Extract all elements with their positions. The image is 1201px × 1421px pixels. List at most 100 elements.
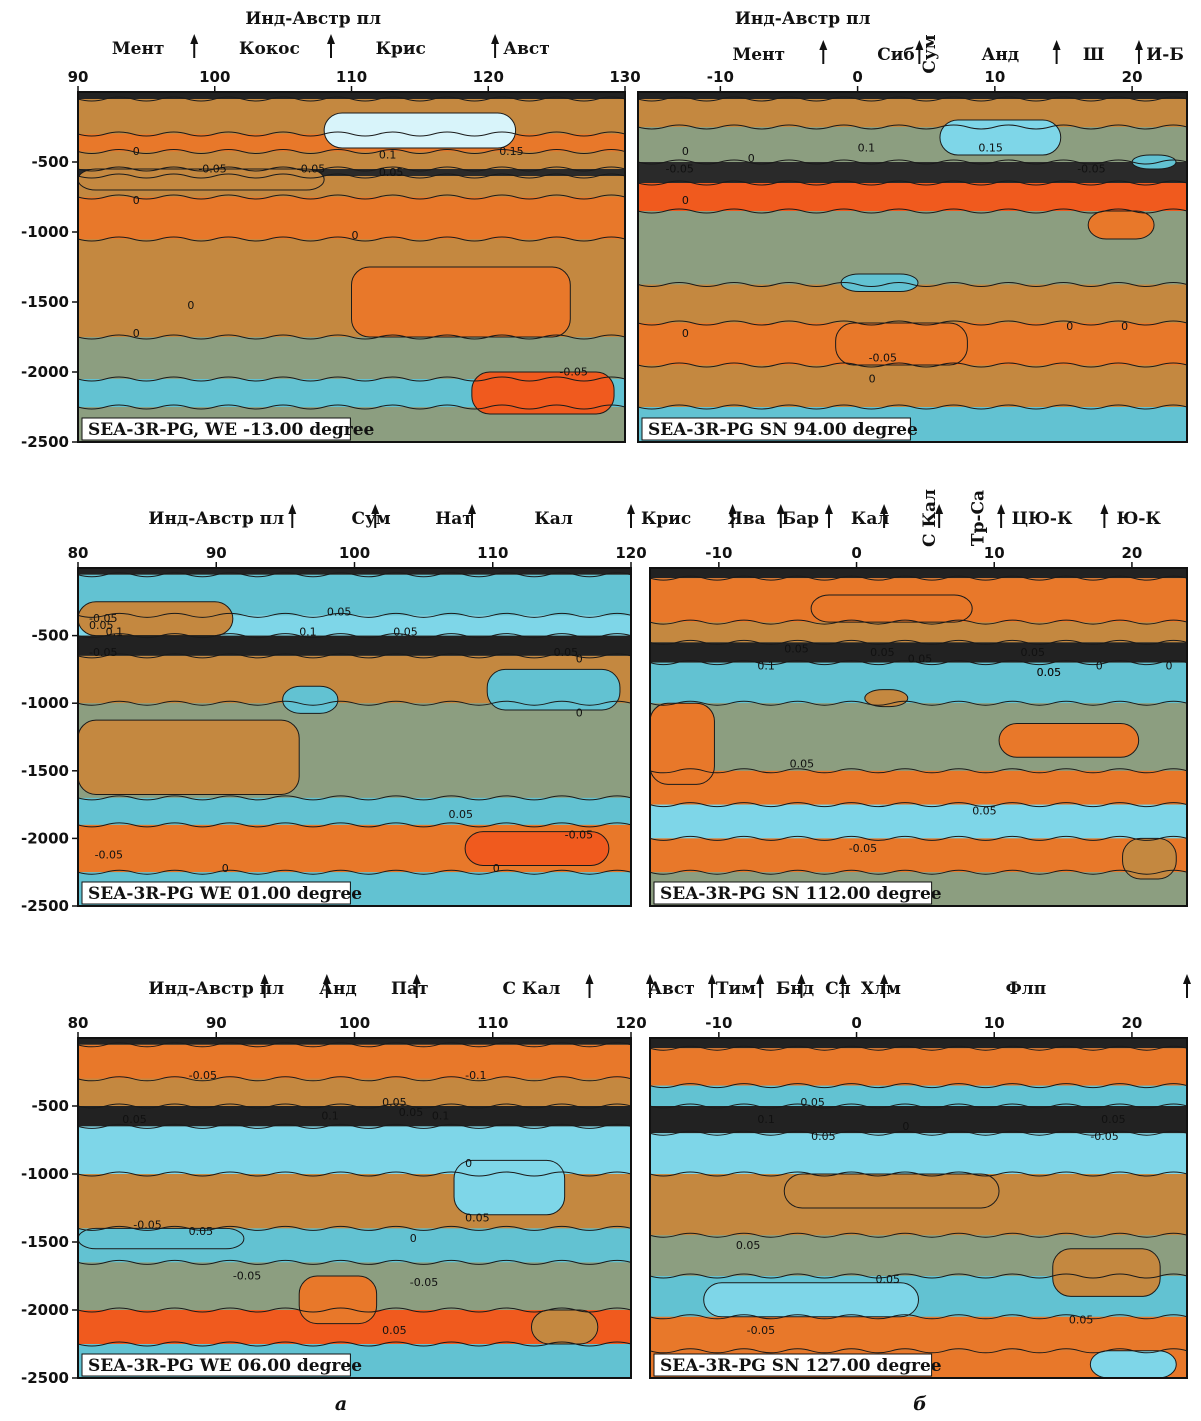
contour-label: 0.05 <box>382 1324 407 1337</box>
contour-label: 0.05 <box>870 646 895 659</box>
arrow-head <box>707 974 716 984</box>
contour-line <box>650 768 1187 774</box>
contour-label: 0.05 <box>1069 1314 1094 1327</box>
contour-label: -0.05 <box>410 1276 438 1289</box>
contour-label: 0 <box>576 707 583 720</box>
contour-label: 0.05 <box>736 1239 761 1252</box>
contour-line <box>78 376 625 382</box>
x-tick-label: 110 <box>477 1014 508 1032</box>
contour-label: 0 <box>869 373 876 386</box>
contour-label: 0.05 <box>449 808 474 821</box>
arrow-head <box>997 504 1006 514</box>
contour-label: 0 <box>133 194 140 207</box>
contour-line <box>638 208 1187 214</box>
y-tick-label: -1000 <box>21 694 69 712</box>
panel-caption: SEA-3R-PG, WE -13.00 degree <box>88 420 375 440</box>
contour-line <box>650 1130 1187 1136</box>
contour-line <box>650 575 1187 581</box>
region-label: Кокос <box>239 39 300 59</box>
arrow-head <box>825 504 833 514</box>
contour-label: 0.05 <box>1037 666 1062 679</box>
contour-label: 0 <box>1166 659 1173 672</box>
region-label: Нат <box>435 509 473 529</box>
heatmap-field: 0.05 0.1 0.05 0.05 -0.05 0.05 0 0.05 -0.05 0.05 <box>650 1038 1187 1378</box>
contour-line <box>78 149 625 154</box>
region-label: Кал <box>851 509 889 529</box>
contour-label: -0.05 <box>849 842 877 855</box>
heatmap-anomaly <box>998 722 1140 758</box>
heatmap-anomaly <box>530 1309 599 1345</box>
contour-line <box>650 660 1187 666</box>
arrow-head <box>1052 40 1061 50</box>
contour-line <box>78 572 631 578</box>
region-label: Сум <box>920 34 940 73</box>
contour-line <box>78 166 625 172</box>
heatmap-band <box>78 568 631 575</box>
contour-label: 0.05 <box>1101 1113 1126 1126</box>
x-tick-label: 90 <box>206 1014 227 1032</box>
caption-box <box>641 417 911 441</box>
x-tick-label: 20 <box>1121 544 1142 562</box>
contour-line <box>638 159 1187 165</box>
region-label: Бар <box>782 509 820 529</box>
heatmap-anomaly <box>78 1227 245 1250</box>
arrow-head <box>728 504 737 514</box>
contour-line <box>638 320 1187 326</box>
contour-label: 0.05 <box>399 1106 424 1119</box>
region-label: Авст <box>503 39 550 59</box>
y-tick-label: -1000 <box>21 1165 69 1183</box>
heatmap-anomaly <box>298 1275 378 1325</box>
heatmap-band <box>650 1133 1187 1174</box>
y-tick-label: -1500 <box>21 1233 69 1251</box>
y-tick-label: -500 <box>31 1097 69 1115</box>
contour-label: -0.05 <box>233 1269 261 1282</box>
arrow-head <box>756 974 765 984</box>
panel-caption: SEA-3R-PG SN 112.00 degree <box>660 884 942 904</box>
x-tick-label: 120 <box>615 544 646 562</box>
heatmap-band <box>78 1038 631 1045</box>
heatmap-band <box>78 1106 631 1127</box>
contour-label: -0.05 <box>1090 1130 1118 1143</box>
heatmap-anomaly <box>471 371 615 415</box>
contour-label: 0.1 <box>757 1113 775 1126</box>
heatmap-band <box>78 197 625 239</box>
contour-label: 0.15 <box>499 145 524 158</box>
contour-line <box>78 700 631 706</box>
y-tick-label: -1000 <box>21 223 69 241</box>
y-tick-label: -2000 <box>21 363 69 381</box>
contour-line <box>638 96 1187 102</box>
contour-label: -0.05 <box>297 163 325 176</box>
region-label: Сл <box>825 979 851 999</box>
heatmap-anomaly <box>453 1159 566 1216</box>
contour-label: 0.05 <box>393 626 418 639</box>
x-tick-label: -10 <box>707 68 734 86</box>
chart-panel-p3: -0.050.050.1-0.050.050.1 0.050.0500-0.050… <box>21 504 647 915</box>
contour-label: 0 <box>410 1232 417 1245</box>
region-label: Ю-К <box>1116 509 1161 529</box>
contour-line <box>638 404 1187 410</box>
contour-label: 0.05 <box>327 605 352 618</box>
y-tick-label: -1500 <box>21 293 69 311</box>
region-label: Ява <box>728 509 766 529</box>
x-tick-label: 90 <box>68 68 89 86</box>
contour-label: 0.15 <box>978 142 1003 155</box>
arrow-head <box>260 974 269 984</box>
y-tick-label: -2500 <box>21 433 69 451</box>
panel-caption: SEA-3R-PG WE 01.00 degree <box>88 884 362 904</box>
y-tick-label: -500 <box>31 627 69 645</box>
heatmap-anomaly <box>486 668 621 711</box>
heatmap-band <box>638 183 1187 211</box>
contour-line <box>78 236 625 242</box>
contour-line <box>78 131 625 137</box>
chart-panel-p2: 0 0 0 0 -0.05 -0.05 0.1 0.15 -0.05 0 0 0 -10 0 10 20 Инд… <box>637 9 1188 443</box>
contour-label: 0.1 <box>858 142 876 155</box>
heatmap-band <box>650 568 1187 579</box>
contour-label: -0.05 <box>89 612 117 625</box>
region-label: Флп <box>1006 979 1047 999</box>
heatmap-band <box>650 1316 1187 1351</box>
contour-label: 0 <box>748 152 755 165</box>
contour-label: 0.1 <box>379 149 397 162</box>
contour-line <box>78 1076 631 1082</box>
contour-line <box>78 1225 631 1231</box>
contour-line <box>78 334 625 340</box>
